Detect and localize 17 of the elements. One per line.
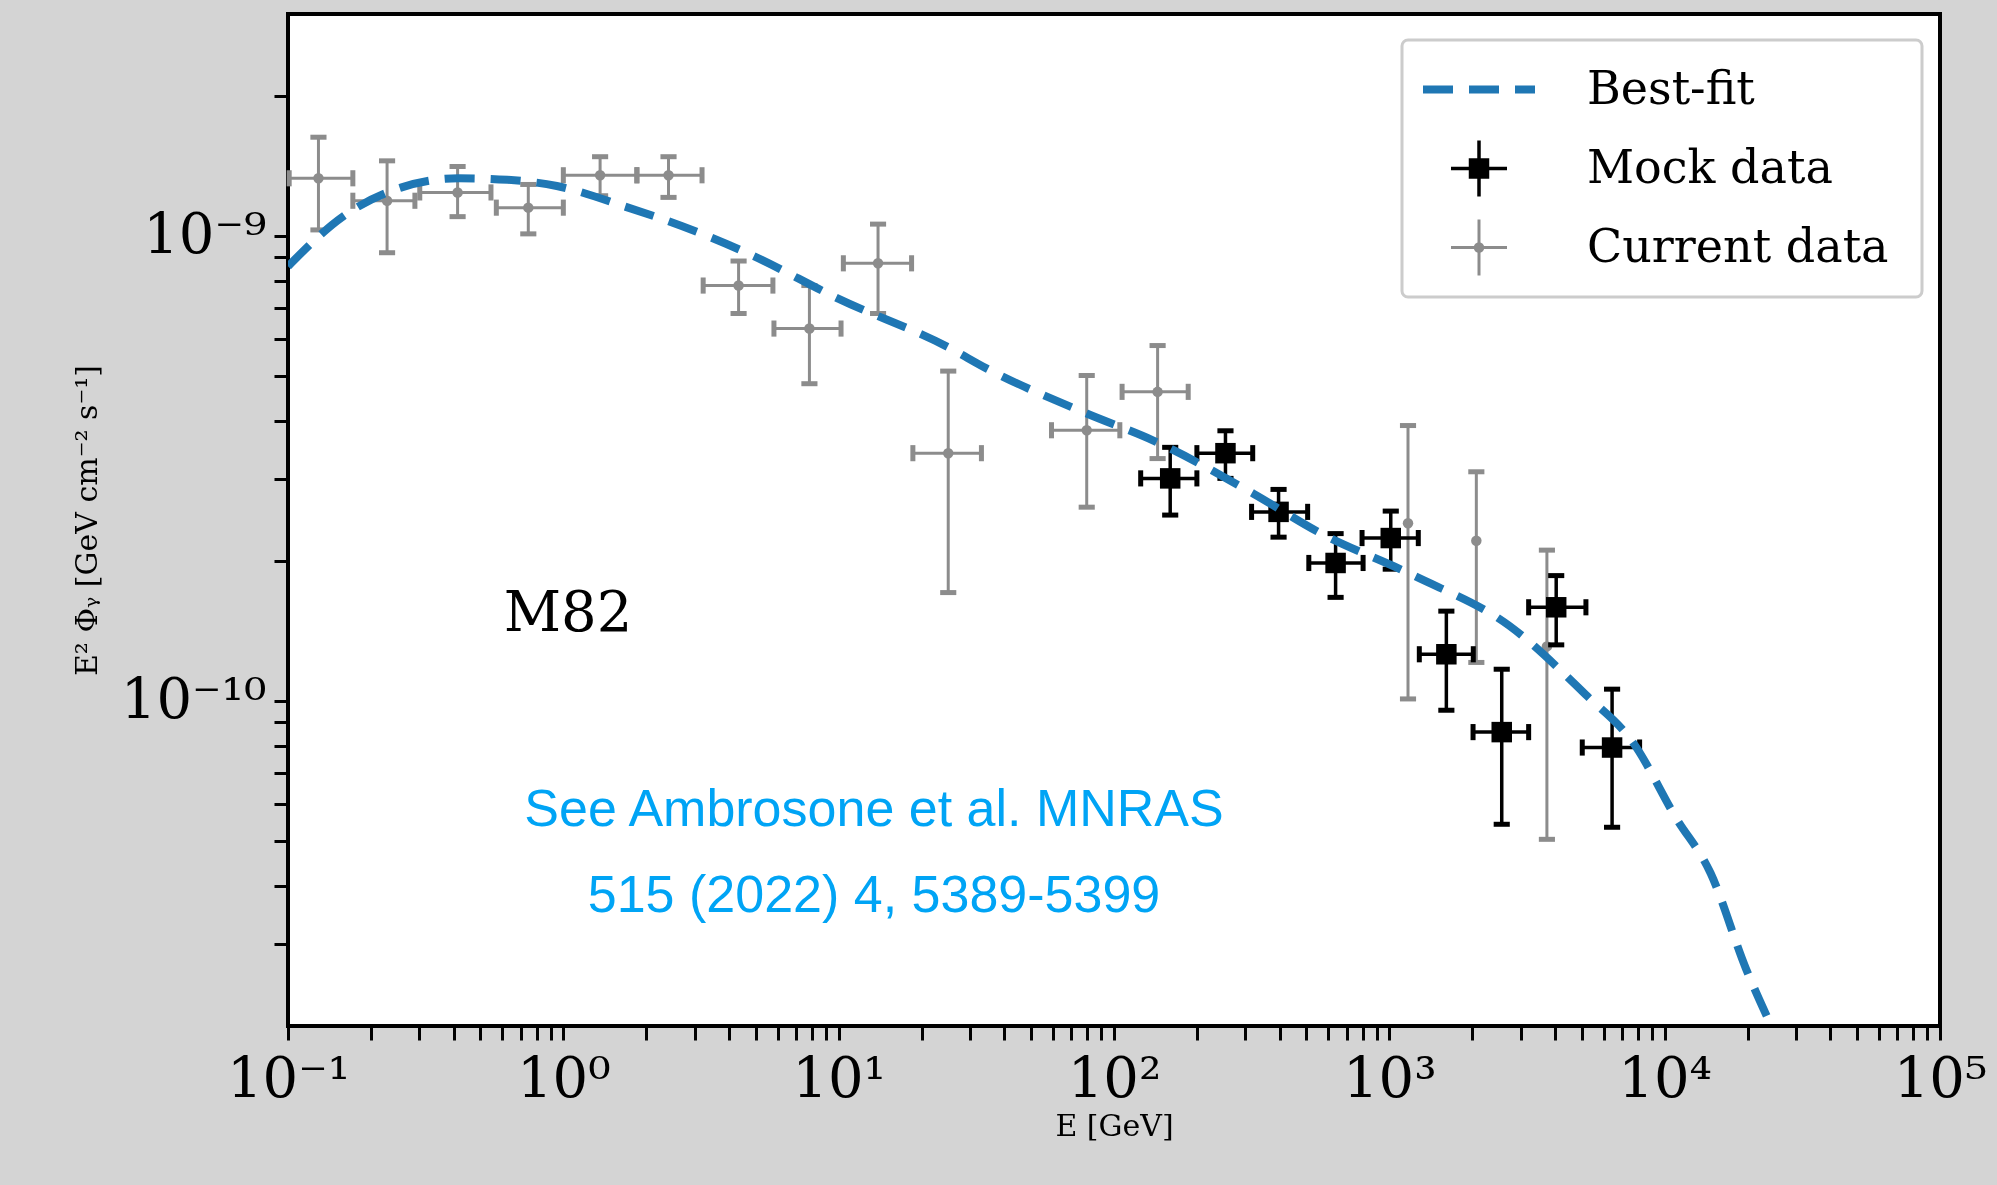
y-tick-label: 10⁻¹⁰ xyxy=(120,666,267,732)
annotation: 515 (2022) 4, 5389-5399 xyxy=(587,865,1161,923)
x-tick-label: 10³ xyxy=(1342,1044,1437,1110)
annotation: M82 xyxy=(503,579,633,644)
x-tick-label: 10¹ xyxy=(792,1044,887,1110)
y-axis-title: E² Φᵧ [GeV cm⁻² s⁻¹] xyxy=(68,364,104,677)
legend-label: Mock data xyxy=(1587,139,1833,194)
legend-label: Current data xyxy=(1587,218,1889,273)
y-tick-label: 10⁻⁹ xyxy=(143,201,267,267)
x-tick-label: 10⁰ xyxy=(516,1044,611,1110)
x-tick-label: 10⁴ xyxy=(1618,1044,1713,1110)
x-tick-label: 10² xyxy=(1067,1044,1162,1110)
legend-label: Best-fit xyxy=(1587,60,1756,115)
x-axis-title: E [GeV] xyxy=(1055,1107,1174,1143)
annotation: See Ambrosone et al. MNRAS xyxy=(524,779,1224,837)
x-tick-label: 10⁻¹ xyxy=(226,1044,351,1110)
x-tick-label: 10⁵ xyxy=(1893,1044,1988,1110)
